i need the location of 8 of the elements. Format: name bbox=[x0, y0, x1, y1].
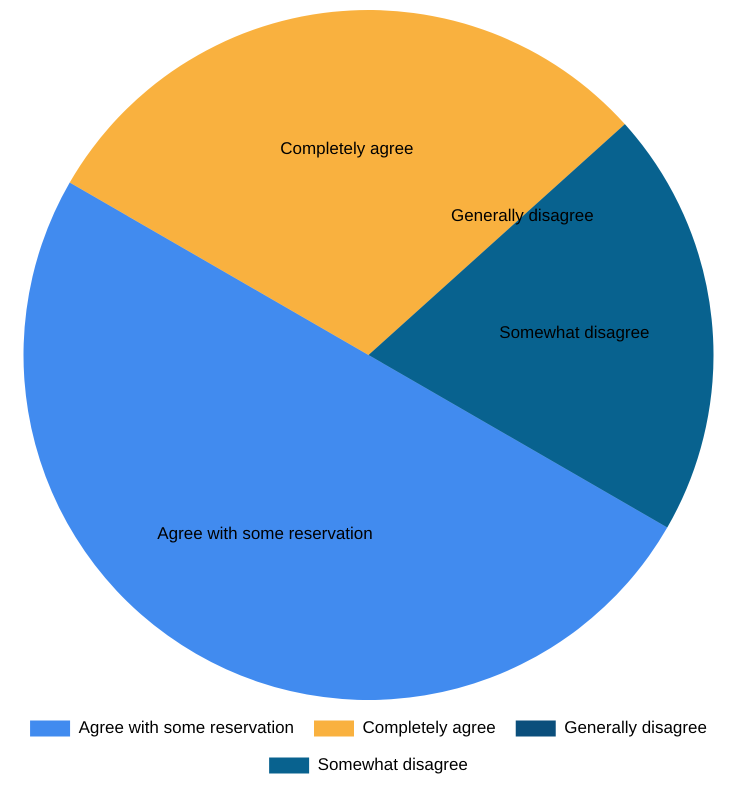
legend-label: Generally disagree bbox=[564, 718, 707, 738]
legend-label: Completely agree bbox=[362, 718, 496, 738]
legend-label: Agree with some reservation bbox=[78, 718, 294, 738]
category-label: Generally disagree bbox=[450, 206, 594, 226]
slice-label: Completely agree bbox=[280, 138, 414, 158]
slice-label: Somewhat disagree bbox=[499, 323, 650, 342]
legend-label: Somewhat disagree bbox=[318, 755, 468, 774]
slice-label: Agree with some reservation bbox=[157, 524, 373, 543]
